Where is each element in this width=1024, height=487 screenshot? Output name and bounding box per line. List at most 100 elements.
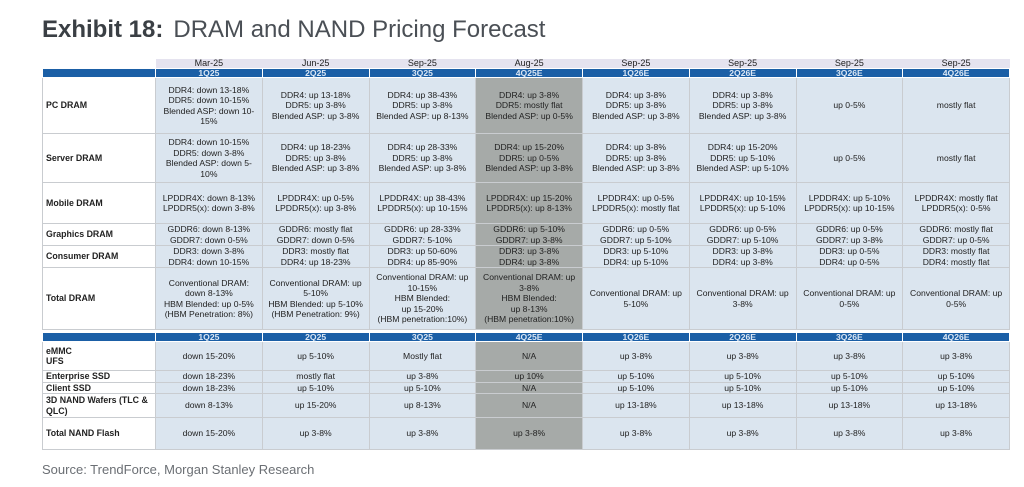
blank-cell — [42, 59, 156, 69]
forecast-cell: up 3-8% — [368, 417, 477, 450]
table-row: Mobile DRAM LPDDR4X: down 8-13% LPDDR5(x)… — [42, 182, 1010, 224]
forecast-cell: DDR4: up 15-20% DDR5: up 5-10% Blended A… — [688, 133, 797, 183]
forecast-cell: LPDDR4X: up 15-20% LPDDR5(x): up 8-13% — [475, 182, 583, 224]
forecast-cell: DDR3: down 3-8% DDR4: down 10-15% — [155, 245, 263, 268]
forecast-cell: LPDDR4X: up 38-43% LPDDR5(x): up 10-15% — [368, 182, 477, 224]
forecast-cell: LPDDR4X: mostly flat LPDDR5(x): 0-5% — [902, 182, 1010, 224]
table-row: Client SSD down 18-23% up 5-10% up 5-10% N/A… — [42, 381, 1010, 394]
forecast-cell: up 3-8% — [795, 417, 904, 450]
row-label: Total DRAM — [42, 267, 156, 330]
forecast-cell: N/A — [475, 341, 583, 371]
forecast-cell: down 8-13% — [155, 393, 263, 418]
dram-pricing-table: Mar-25 Jun-25 Sep-25 Aug-25 Sep-25 Sep-25 Sep-… — [42, 59, 1010, 330]
forecast-cell: up 3-8% — [475, 417, 583, 450]
forecast-cell: LPDDR4X: up 10-15% LPDDR5(x): up 5-10% — [688, 182, 797, 224]
quarter-header: 3Q25 — [368, 332, 477, 342]
quarter-header: 2Q25 — [261, 332, 370, 342]
forecast-cell: DDR4: up 15-20% DDR5: up 0-5% Blended AS… — [475, 133, 583, 183]
forecast-cell: GDDR6: up 28-33% GDDR7: 5-10% — [368, 223, 477, 246]
forecast-cell: Conventional DRAM: up 0-5% — [902, 267, 1010, 330]
quarter-header: 4Q26E — [902, 68, 1010, 78]
forecast-cell: up 8-13% — [368, 393, 477, 418]
forecast-cell: up 13-18% — [582, 393, 690, 418]
forecast-cell: DDR3: up 5-10% DDR4: up 5-10% — [582, 245, 690, 268]
quarter-header: 1Q26E — [582, 68, 690, 78]
forecast-cell: DDR3: up 3-8% DDR4: up 3-8% — [475, 245, 583, 268]
date-cell: Sep-25 — [902, 59, 1010, 69]
forecast-cell: Conventional DRAM: up 5-10% — [582, 267, 690, 330]
date-row: Mar-25 Jun-25 Sep-25 Aug-25 Sep-25 Sep-25 Sep-… — [42, 59, 1010, 69]
forecast-cell: up 15-20% — [261, 393, 370, 418]
forecast-cell: DDR4: up 38-43% DDR5: up 3-8% Blended AS… — [368, 77, 477, 134]
forecast-cell: GDDR6: mostly flat GDDR7: up 0-5% — [902, 223, 1010, 246]
forecast-cell: LPDDR4X: up 0-5% LPDDR5(x): mostly flat — [582, 182, 690, 224]
forecast-cell: up 3-8% — [902, 341, 1010, 371]
forecast-cell: DDR3: up 50-60% DDR4: up 85-90% — [368, 245, 477, 268]
forecast-cell: down 18-23% — [155, 370, 263, 383]
quarter-header: 1Q26E — [582, 332, 690, 342]
forecast-cell: Conventional DRAM: up 5-10% HBM Blended:… — [261, 267, 370, 330]
forecast-cell: GDDR6: up 0-5% GDDR7: up 3-8% — [795, 223, 904, 246]
forecast-cell: DDR4: up 3-8% DDR5: mostly flat Blended … — [475, 77, 583, 134]
forecast-cell: DDR4: down 13-18% DDR5: down 10-15% Blen… — [155, 77, 263, 134]
table-row: Consumer DRAM DDR3: down 3-8% DDR4: down … — [42, 245, 1010, 268]
forecast-cell: up 10% — [475, 370, 583, 383]
quarter-header: 4Q25E — [475, 68, 583, 78]
row-label: Enterprise SSD — [42, 370, 156, 383]
row-label: 3D NAND Wafers (TLC & QLC) — [42, 393, 156, 418]
forecast-cell: up 3-8% — [368, 370, 477, 383]
forecast-cell: DDR4: up 3-8% DDR5: up 3-8% Blended ASP:… — [582, 133, 690, 183]
forecast-cell: mostly flat — [902, 77, 1010, 134]
exhibit-heading: DRAM and NAND Pricing Forecast — [173, 16, 546, 43]
forecast-cell: up 3-8% — [688, 341, 797, 371]
forecast-cell: up 3-8% — [795, 341, 904, 371]
forecast-cell: Conventional DRAM: up 3-8% HBM Blended: … — [475, 267, 583, 330]
forecast-cell: DDR4: up 3-8% DDR5: up 3-8% Blended ASP:… — [582, 77, 690, 134]
forecast-cell: N/A — [475, 393, 583, 418]
forecast-cell: up 0-5% — [795, 77, 904, 134]
forecast-cell: up 5-10% — [368, 381, 477, 394]
forecast-cell: up 3-8% — [902, 417, 1010, 450]
forecast-cell: Mostly flat — [368, 341, 477, 371]
nand-pricing-table: 1Q25 2Q25 3Q25 4Q25E 1Q26E 2Q26E 3Q26E 4Q26E eMM… — [42, 332, 1010, 450]
quarter-header: 1Q25 — [155, 68, 263, 78]
forecast-cell: DDR4: up 3-8% DDR5: up 3-8% Blended ASP:… — [688, 77, 797, 134]
quarter-header: 2Q26E — [688, 332, 797, 342]
forecast-cell: DDR3: up 3-8% DDR4: up 3-8% — [688, 245, 797, 268]
date-cell: Sep-25 — [369, 59, 476, 69]
row-label: Mobile DRAM — [42, 182, 156, 224]
forecast-cell: GDDR6: up 0-5% GDDR7: up 5-10% — [688, 223, 797, 246]
forecast-cell: down 15-20% — [155, 417, 263, 450]
forecast-cell: GDDR6: up 0-5% GDDR7: up 5-10% — [582, 223, 690, 246]
date-cell: Mar-25 — [155, 59, 263, 69]
forecast-cell: up 5-10% — [261, 381, 370, 394]
date-cell: Jun-25 — [262, 59, 369, 69]
forecast-cell: Conventional DRAM: up 10-15% HBM Blended… — [368, 267, 477, 330]
blank-cell — [42, 332, 156, 342]
table-row: Total DRAM Conventional DRAM: down 8-13% … — [42, 267, 1010, 330]
quarter-header-row: 1Q25 2Q25 3Q25 4Q25E 1Q26E 2Q26E 3Q26E 4Q26E — [42, 332, 1010, 342]
forecast-cell: GDDR6: mostly flat GDDR7: down 0-5% — [261, 223, 370, 246]
forecast-cell: Conventional DRAM: down 8-13% HBM Blende… — [155, 267, 263, 330]
row-label: Consumer DRAM — [42, 245, 156, 268]
source-note: Source: TrendForce, Morgan Stanley Resea… — [42, 462, 315, 477]
row-label: eMMC UFS — [42, 341, 156, 371]
forecast-cell: down 15-20% — [155, 341, 263, 371]
table-row: 3D NAND Wafers (TLC & QLC) down 8-13% up 1… — [42, 393, 1010, 418]
quarter-header: 3Q26E — [795, 68, 904, 78]
quarter-header: 4Q25E — [475, 332, 583, 342]
forecast-cell: up 5-10% — [688, 381, 797, 394]
forecast-cell: up 13-18% — [795, 393, 904, 418]
quarter-header: 3Q26E — [795, 332, 904, 342]
exhibit-title: Exhibit 18: DRAM and NAND Pricing Forecas… — [42, 16, 545, 44]
forecast-cell: up 5-10% — [902, 370, 1010, 383]
quarter-header: 3Q25 — [368, 68, 477, 78]
quarter-header-row: 1Q25 2Q25 3Q25 4Q25E 1Q26E 2Q26E 3Q26E 4Q26E — [42, 68, 1010, 78]
table-row: Enterprise SSD down 18-23% mostly flat up 3… — [42, 370, 1010, 383]
table-row: Total NAND Flash down 15-20% up 3-8% up 3-8… — [42, 417, 1010, 450]
table-row: Graphics DRAM GDDR6: down 8-13% GDDR7: do… — [42, 223, 1010, 246]
table-row: eMMC UFS down 15-20% up 5-10% Mostly flat N/… — [42, 341, 1010, 371]
exhibit-number: Exhibit 18: — [42, 16, 164, 43]
table-row: Server DRAM DDR4: down 10-15% DDR5: down … — [42, 133, 1010, 183]
forecast-cell: up 5-10% — [795, 370, 904, 383]
